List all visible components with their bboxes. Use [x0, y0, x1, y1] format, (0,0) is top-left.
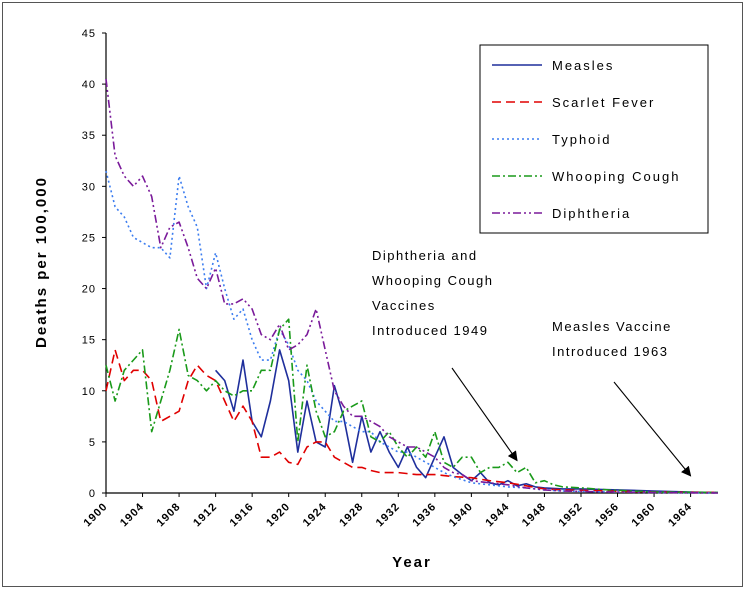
x-tick-label: 1964: [666, 501, 695, 530]
series-line-whooping-cough: [105, 318, 719, 494]
annotation-text: Whooping Cough: [372, 273, 493, 288]
y-tick-label: 25: [82, 232, 96, 244]
legend-label: Whooping Cough: [552, 169, 680, 184]
annotation-text: Diphtheria and: [372, 248, 478, 263]
x-axis-title: Year: [392, 554, 432, 571]
annotation-text: Introduced 1963: [552, 344, 668, 359]
y-tick-label: 40: [82, 79, 96, 91]
legend-label: Typhoid: [552, 132, 612, 147]
legend-label: Scarlet Fever: [552, 95, 655, 110]
series-line-typhoid: [105, 170, 719, 494]
annotation-arrow: [613, 381, 692, 477]
x-tick-label: 1956: [593, 501, 622, 530]
annotation-text: Measles Vaccine: [552, 319, 672, 334]
x-tick-label: 1908: [155, 501, 184, 530]
annotation-text: Introduced 1949: [372, 323, 488, 338]
series-line-measles: [215, 349, 719, 494]
y-axis-title: Deaths per 100,000: [33, 176, 50, 348]
x-tick-label: 1904: [118, 501, 147, 530]
annotation-arrow: [451, 367, 518, 462]
x-tick-label: 1916: [228, 501, 257, 530]
y-tick-label: 30: [82, 181, 96, 193]
x-tick-label: 1960: [630, 501, 659, 530]
x-tick-label: 1948: [520, 501, 549, 530]
x-tick-label: 1912: [191, 501, 220, 530]
annotation-text: Vaccines: [372, 298, 436, 313]
x-tick-label: 1924: [301, 501, 330, 530]
x-tick-label: 1940: [447, 501, 476, 530]
series-line-scarlet-fever: [105, 349, 719, 494]
y-tick-label: 5: [89, 437, 96, 449]
legend-label: Diphtheria: [552, 206, 631, 221]
legend-label: Measles: [552, 58, 614, 73]
x-tick-label: 1900: [81, 501, 110, 530]
x-tick-label: 1944: [483, 501, 512, 530]
x-tick-label: 1920: [264, 501, 293, 530]
y-tick-label: 10: [82, 386, 96, 398]
x-tick-label: 1928: [337, 501, 366, 530]
y-tick-label: 45: [82, 28, 96, 40]
x-tick-label: 1932: [374, 501, 403, 530]
series-line-diphtheria: [105, 78, 719, 494]
y-tick-label: 0: [89, 488, 96, 500]
x-tick-label: 1952: [556, 501, 585, 530]
y-tick-label: 15: [82, 335, 96, 347]
y-tick-label: 20: [82, 284, 96, 296]
x-tick-label: 1936: [410, 501, 439, 530]
y-tick-label: 35: [82, 130, 96, 142]
